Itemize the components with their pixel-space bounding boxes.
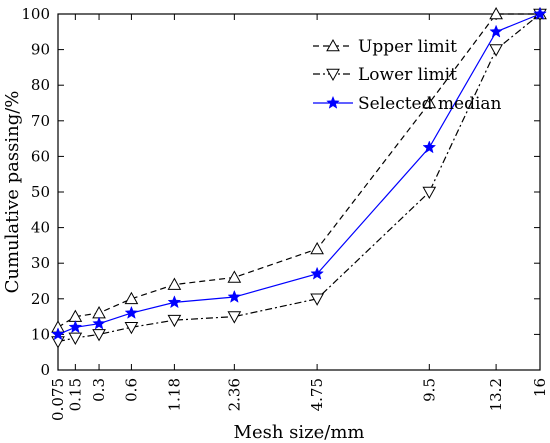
data-point-upper bbox=[167, 277, 182, 290]
data-point-median bbox=[422, 140, 437, 154]
data-point-lower bbox=[51, 336, 65, 349]
y-axis-title: Cumulative passing/% bbox=[2, 91, 23, 294]
x-axis-title: Mesh size/mm bbox=[234, 422, 365, 443]
data-point-upper bbox=[489, 6, 503, 20]
y-tick-label: 30 bbox=[31, 254, 50, 272]
y-tick-label: 50 bbox=[31, 183, 50, 201]
x-tick-label: 16 bbox=[531, 378, 549, 397]
x-tick-label: 4.75 bbox=[308, 378, 326, 411]
legend-label: Upper limit bbox=[358, 37, 457, 57]
y-tick-label: 10 bbox=[31, 325, 50, 343]
x-tick-label: 9.5 bbox=[420, 378, 438, 402]
data-point-lower bbox=[227, 311, 242, 324]
y-tick-label: 80 bbox=[31, 76, 50, 94]
data-point-upper bbox=[422, 95, 437, 109]
x-tick-label: 13.2 bbox=[487, 378, 505, 411]
data-point-lower bbox=[489, 44, 503, 57]
series-line bbox=[57, 13, 541, 335]
data-point-median bbox=[533, 6, 547, 20]
series-line bbox=[57, 13, 540, 328]
data-point-lower bbox=[310, 293, 324, 306]
legend: Upper limit Lower limit Selected median bbox=[313, 37, 502, 114]
data-point-median bbox=[68, 320, 83, 334]
data-point-median bbox=[167, 295, 182, 309]
data-point-median bbox=[51, 327, 65, 341]
y-tick-label: 0 bbox=[40, 361, 50, 379]
data-point-lower bbox=[68, 332, 83, 345]
y-tick-label: 20 bbox=[31, 290, 50, 308]
data-point-median bbox=[92, 316, 106, 330]
data-point-lower bbox=[167, 314, 182, 328]
legend-marker-median bbox=[326, 95, 340, 109]
x-tick-label: 0.3 bbox=[90, 378, 108, 402]
legend-marker-upper bbox=[326, 38, 340, 52]
x-tick-label: 2.36 bbox=[225, 378, 243, 411]
x-tick-label: 1.18 bbox=[165, 378, 183, 411]
y-tick-label: 70 bbox=[31, 112, 50, 130]
x-tick-label: 0.6 bbox=[122, 378, 140, 402]
data-point-upper bbox=[124, 291, 139, 305]
data-point-lower bbox=[124, 321, 139, 335]
y-tick-label: 100 bbox=[21, 5, 50, 23]
series-layer bbox=[51, 6, 547, 349]
axes: 0 10 20 30 40 50 60 70 80 90 100 0.075 0.15 0.3 0.6 1.1… bbox=[21, 5, 549, 421]
data-point-upper bbox=[310, 241, 324, 255]
y-tick-label: 40 bbox=[31, 219, 50, 237]
y-tick-label: 60 bbox=[31, 147, 50, 165]
series-upper-limit bbox=[51, 6, 547, 333]
data-point-median bbox=[489, 24, 503, 38]
data-point-lower bbox=[422, 186, 437, 200]
data-point-upper bbox=[92, 306, 106, 319]
series-line bbox=[57, 13, 541, 343]
data-point-lower bbox=[92, 329, 106, 342]
x-tick-label: 0.075 bbox=[49, 378, 67, 421]
data-point-median bbox=[227, 289, 242, 303]
legend-label: Selected median bbox=[358, 94, 502, 114]
series-lower-limit bbox=[51, 8, 547, 349]
x-tick-label: 0.15 bbox=[66, 378, 84, 411]
legend-marker-lower bbox=[326, 68, 340, 82]
legend-label: Lower limit bbox=[358, 65, 457, 85]
series-selected-median bbox=[51, 6, 547, 341]
data-point-median bbox=[124, 305, 139, 319]
data-point-upper bbox=[227, 270, 242, 283]
y-tick-label: 90 bbox=[31, 41, 50, 59]
data-point-median bbox=[310, 266, 324, 280]
